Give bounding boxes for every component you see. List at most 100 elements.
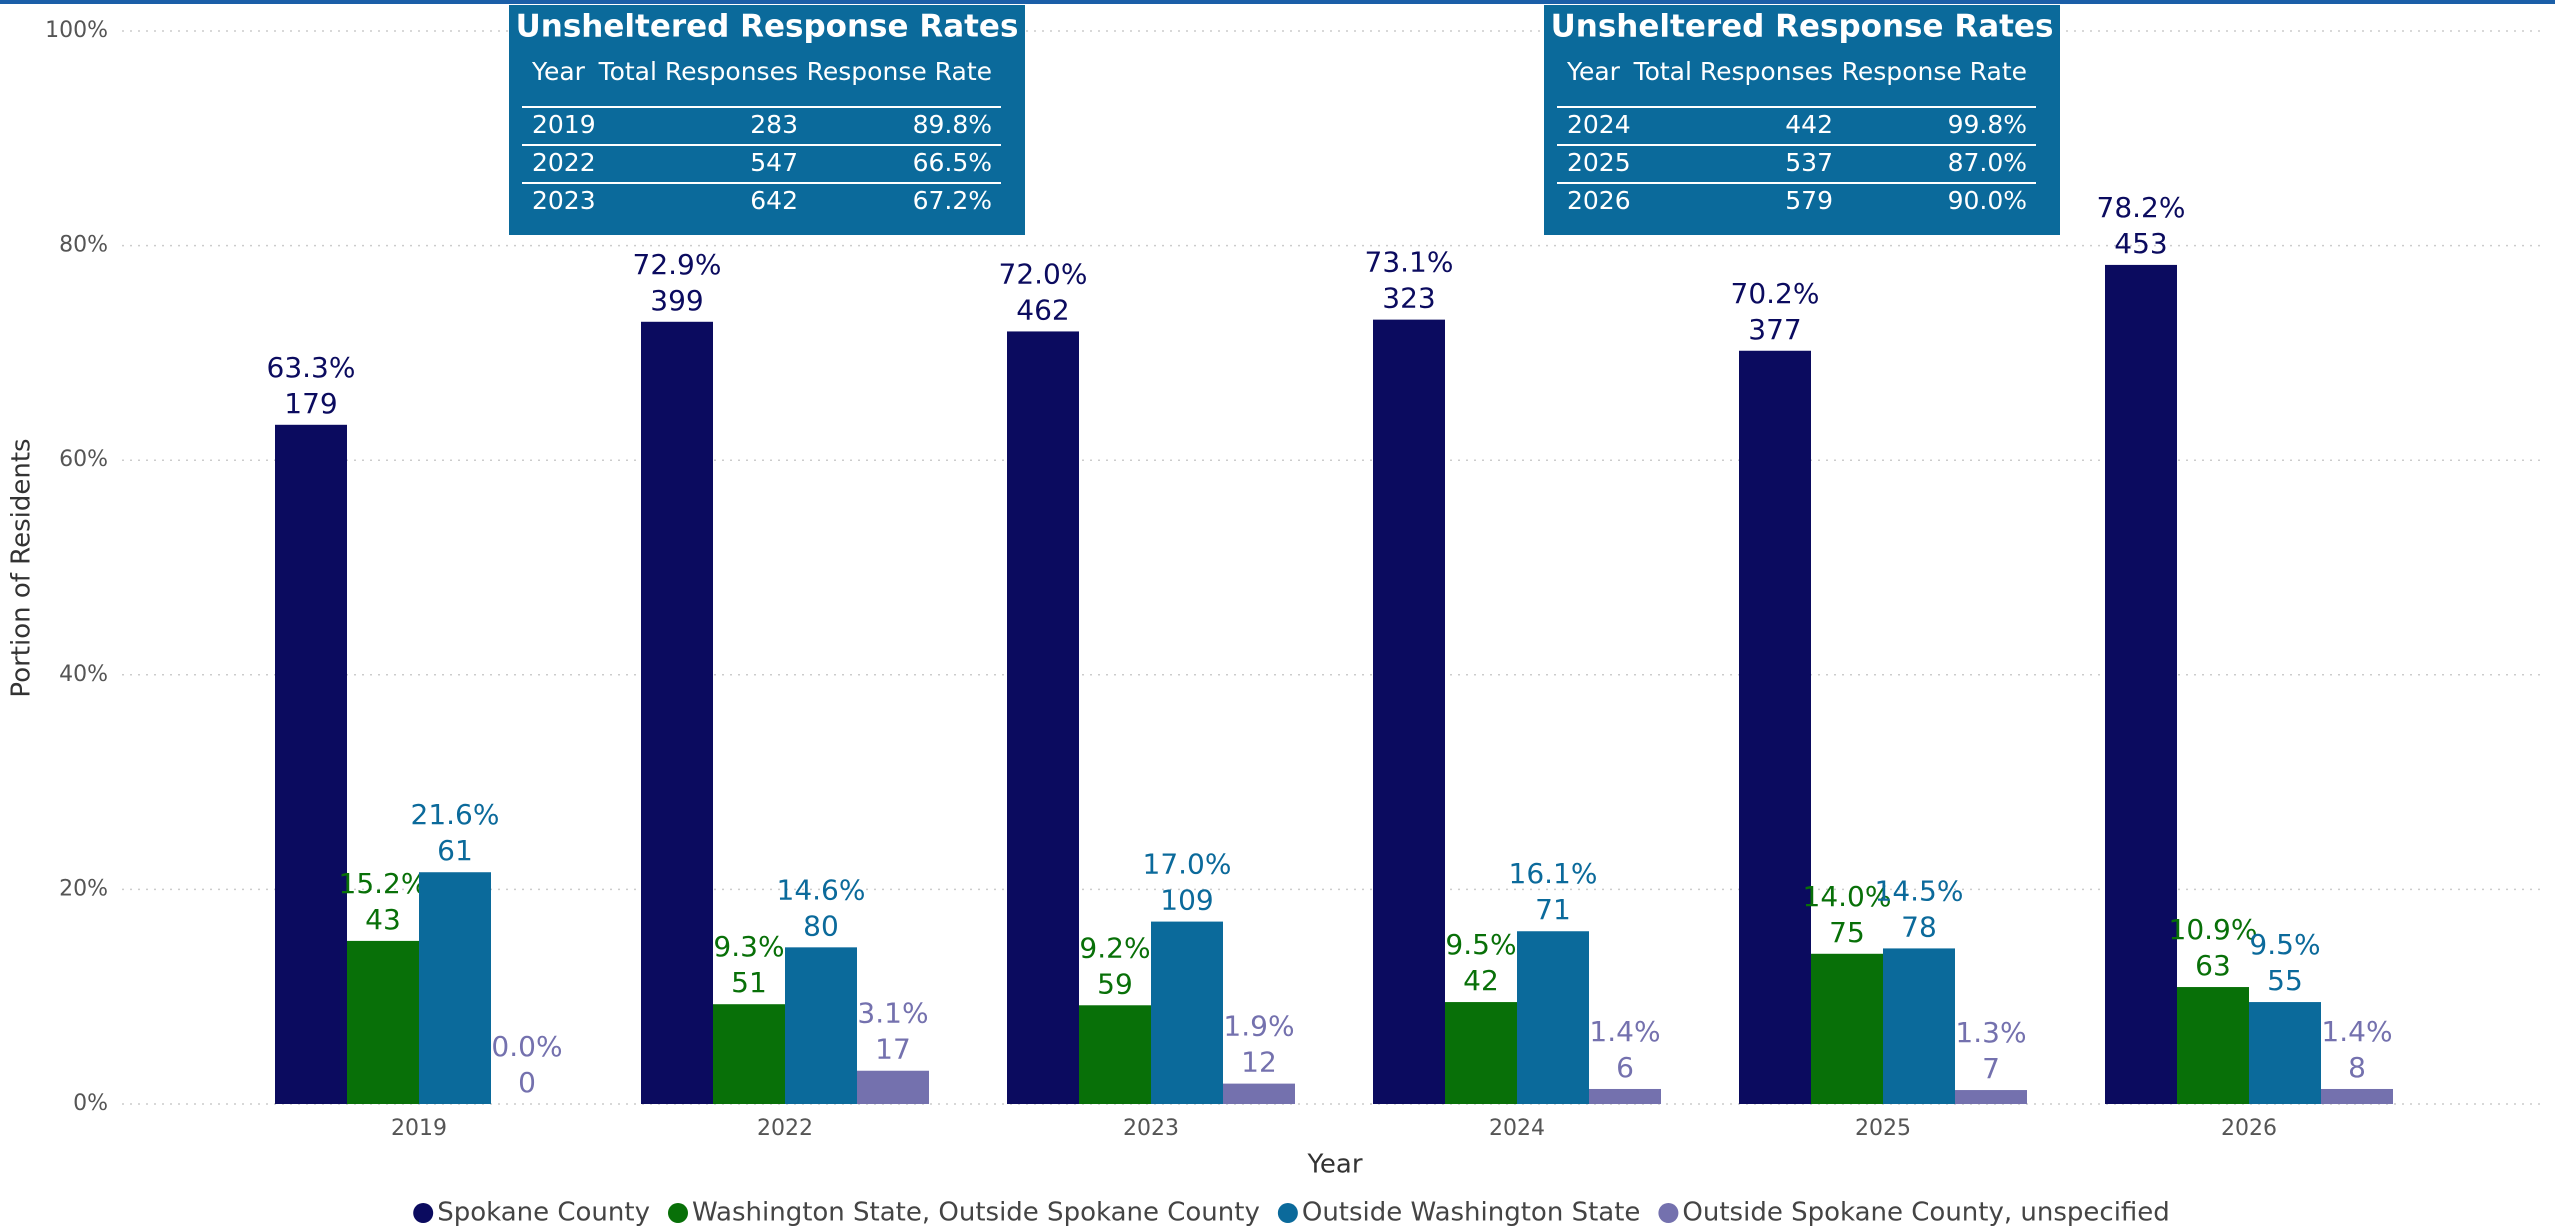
value-label: 9.5%	[1445, 928, 1516, 961]
bar	[1955, 1090, 2027, 1104]
bar	[2249, 1002, 2321, 1104]
bar	[1445, 1002, 1517, 1104]
legend-label: Outside Washington State	[1302, 1198, 1641, 1228]
legend-marker	[1277, 1203, 1298, 1223]
x-axis-label: Year	[1306, 1150, 1362, 1180]
table-header: Total Responses	[1633, 57, 1833, 86]
count-label: 7	[1982, 1052, 2000, 1085]
bar	[419, 872, 491, 1104]
y-tick-label: 40%	[59, 662, 108, 687]
value-label: 10.9%	[2169, 913, 2258, 946]
x-tick-label: 2019	[391, 1116, 447, 1141]
table-cell: 2022	[532, 148, 596, 177]
count-label: 17	[875, 1033, 911, 1066]
count-label: 8	[2348, 1051, 2366, 1084]
table-title: Unsheltered Response Rates	[1551, 9, 2054, 45]
count-label: 12	[1241, 1046, 1277, 1079]
value-label: 15.2%	[339, 867, 428, 900]
count-label: 61	[437, 834, 473, 867]
bar	[2105, 264, 2177, 1104]
bar	[1223, 1083, 1295, 1104]
bar	[1883, 948, 1955, 1104]
table-cell: 2023	[532, 186, 596, 215]
table-title: Unsheltered Response Rates	[516, 9, 1019, 45]
count-label: 78	[1901, 910, 1937, 943]
table-cell: 442	[1785, 110, 1833, 139]
value-label: 14.0%	[1803, 880, 1892, 913]
value-label: 9.2%	[1079, 931, 1150, 964]
legend-label: Washington State, Outside Spokane County	[692, 1198, 1260, 1228]
table-cell: 2026	[1567, 186, 1631, 215]
bar	[713, 1004, 785, 1104]
value-label: 14.6%	[777, 873, 866, 906]
value-label: 9.3%	[713, 930, 784, 963]
table-header: Year	[531, 57, 586, 86]
count-label: 323	[1382, 282, 1435, 315]
table-header: Response Rate	[1842, 57, 2027, 86]
top-border	[0, 0, 2555, 4]
count-label: 453	[2114, 227, 2167, 260]
count-label: 80	[803, 909, 839, 942]
count-label: 377	[1748, 313, 1801, 346]
count-label: 75	[1829, 916, 1865, 949]
y-axis-label: Portion of Residents	[7, 438, 37, 697]
table-cell: 67.2%	[913, 186, 992, 215]
y-tick-label: 80%	[59, 233, 108, 258]
count-label: 462	[1016, 293, 1069, 326]
value-label: 1.3%	[1955, 1016, 2026, 1049]
count-label: 109	[1160, 884, 1213, 917]
bar	[1811, 953, 1883, 1104]
value-label: 0.0%	[491, 1030, 562, 1063]
x-tick-label: 2022	[757, 1116, 813, 1141]
legend-marker	[1658, 1203, 1679, 1223]
table-cell: 2019	[532, 110, 596, 139]
value-label: 63.3%	[267, 351, 356, 384]
count-label: 43	[365, 903, 401, 936]
count-label: 59	[1097, 967, 1133, 1000]
value-label: 17.0%	[1143, 848, 1232, 881]
value-label: 14.5%	[1875, 874, 1964, 907]
bar	[275, 424, 347, 1104]
table-cell: 642	[750, 186, 798, 215]
table-cell: 537	[1785, 148, 1833, 177]
value-label: 9.5%	[2249, 928, 2320, 961]
x-tick-label: 2025	[1855, 1116, 1911, 1141]
table-header: Total Responses	[598, 57, 798, 86]
legend-marker	[667, 1203, 688, 1223]
table-cell: 579	[1785, 186, 1833, 215]
value-label: 72.0%	[999, 257, 1088, 290]
table-cell: 99.8%	[1948, 110, 2027, 139]
bar	[2177, 987, 2249, 1104]
value-label: 21.6%	[411, 798, 500, 831]
x-tick-label: 2024	[1489, 1116, 1545, 1141]
bar	[1007, 331, 1079, 1104]
x-tick-label: 2026	[2221, 1116, 2277, 1141]
value-label: 70.2%	[1731, 277, 1820, 310]
y-tick-label: 100%	[45, 18, 108, 43]
table-header: Response Rate	[807, 57, 992, 86]
bar	[1373, 319, 1445, 1105]
bar	[1517, 931, 1589, 1104]
table-cell: 66.5%	[913, 148, 992, 177]
table-cell: 283	[750, 110, 798, 139]
value-label: 1.9%	[1223, 1010, 1294, 1043]
bar	[1739, 350, 1811, 1104]
bar	[857, 1070, 929, 1104]
count-label: 179	[284, 387, 337, 420]
count-label: 42	[1463, 964, 1499, 997]
value-label: 72.9%	[633, 248, 722, 281]
count-label: 55	[2267, 964, 2303, 997]
legend-marker	[413, 1203, 434, 1223]
count-label: 71	[1535, 893, 1571, 926]
y-tick-label: 60%	[59, 447, 108, 472]
table-cell: 2024	[1567, 110, 1631, 139]
bar	[347, 940, 419, 1104]
count-label: 51	[731, 966, 767, 999]
table-cell: 89.8%	[913, 110, 992, 139]
legend-label: Spokane County	[437, 1198, 650, 1228]
value-label: 73.1%	[1365, 246, 1454, 279]
value-label: 16.1%	[1509, 857, 1598, 890]
count-label: 6	[1616, 1051, 1634, 1084]
value-label: 1.4%	[2321, 1015, 2392, 1048]
